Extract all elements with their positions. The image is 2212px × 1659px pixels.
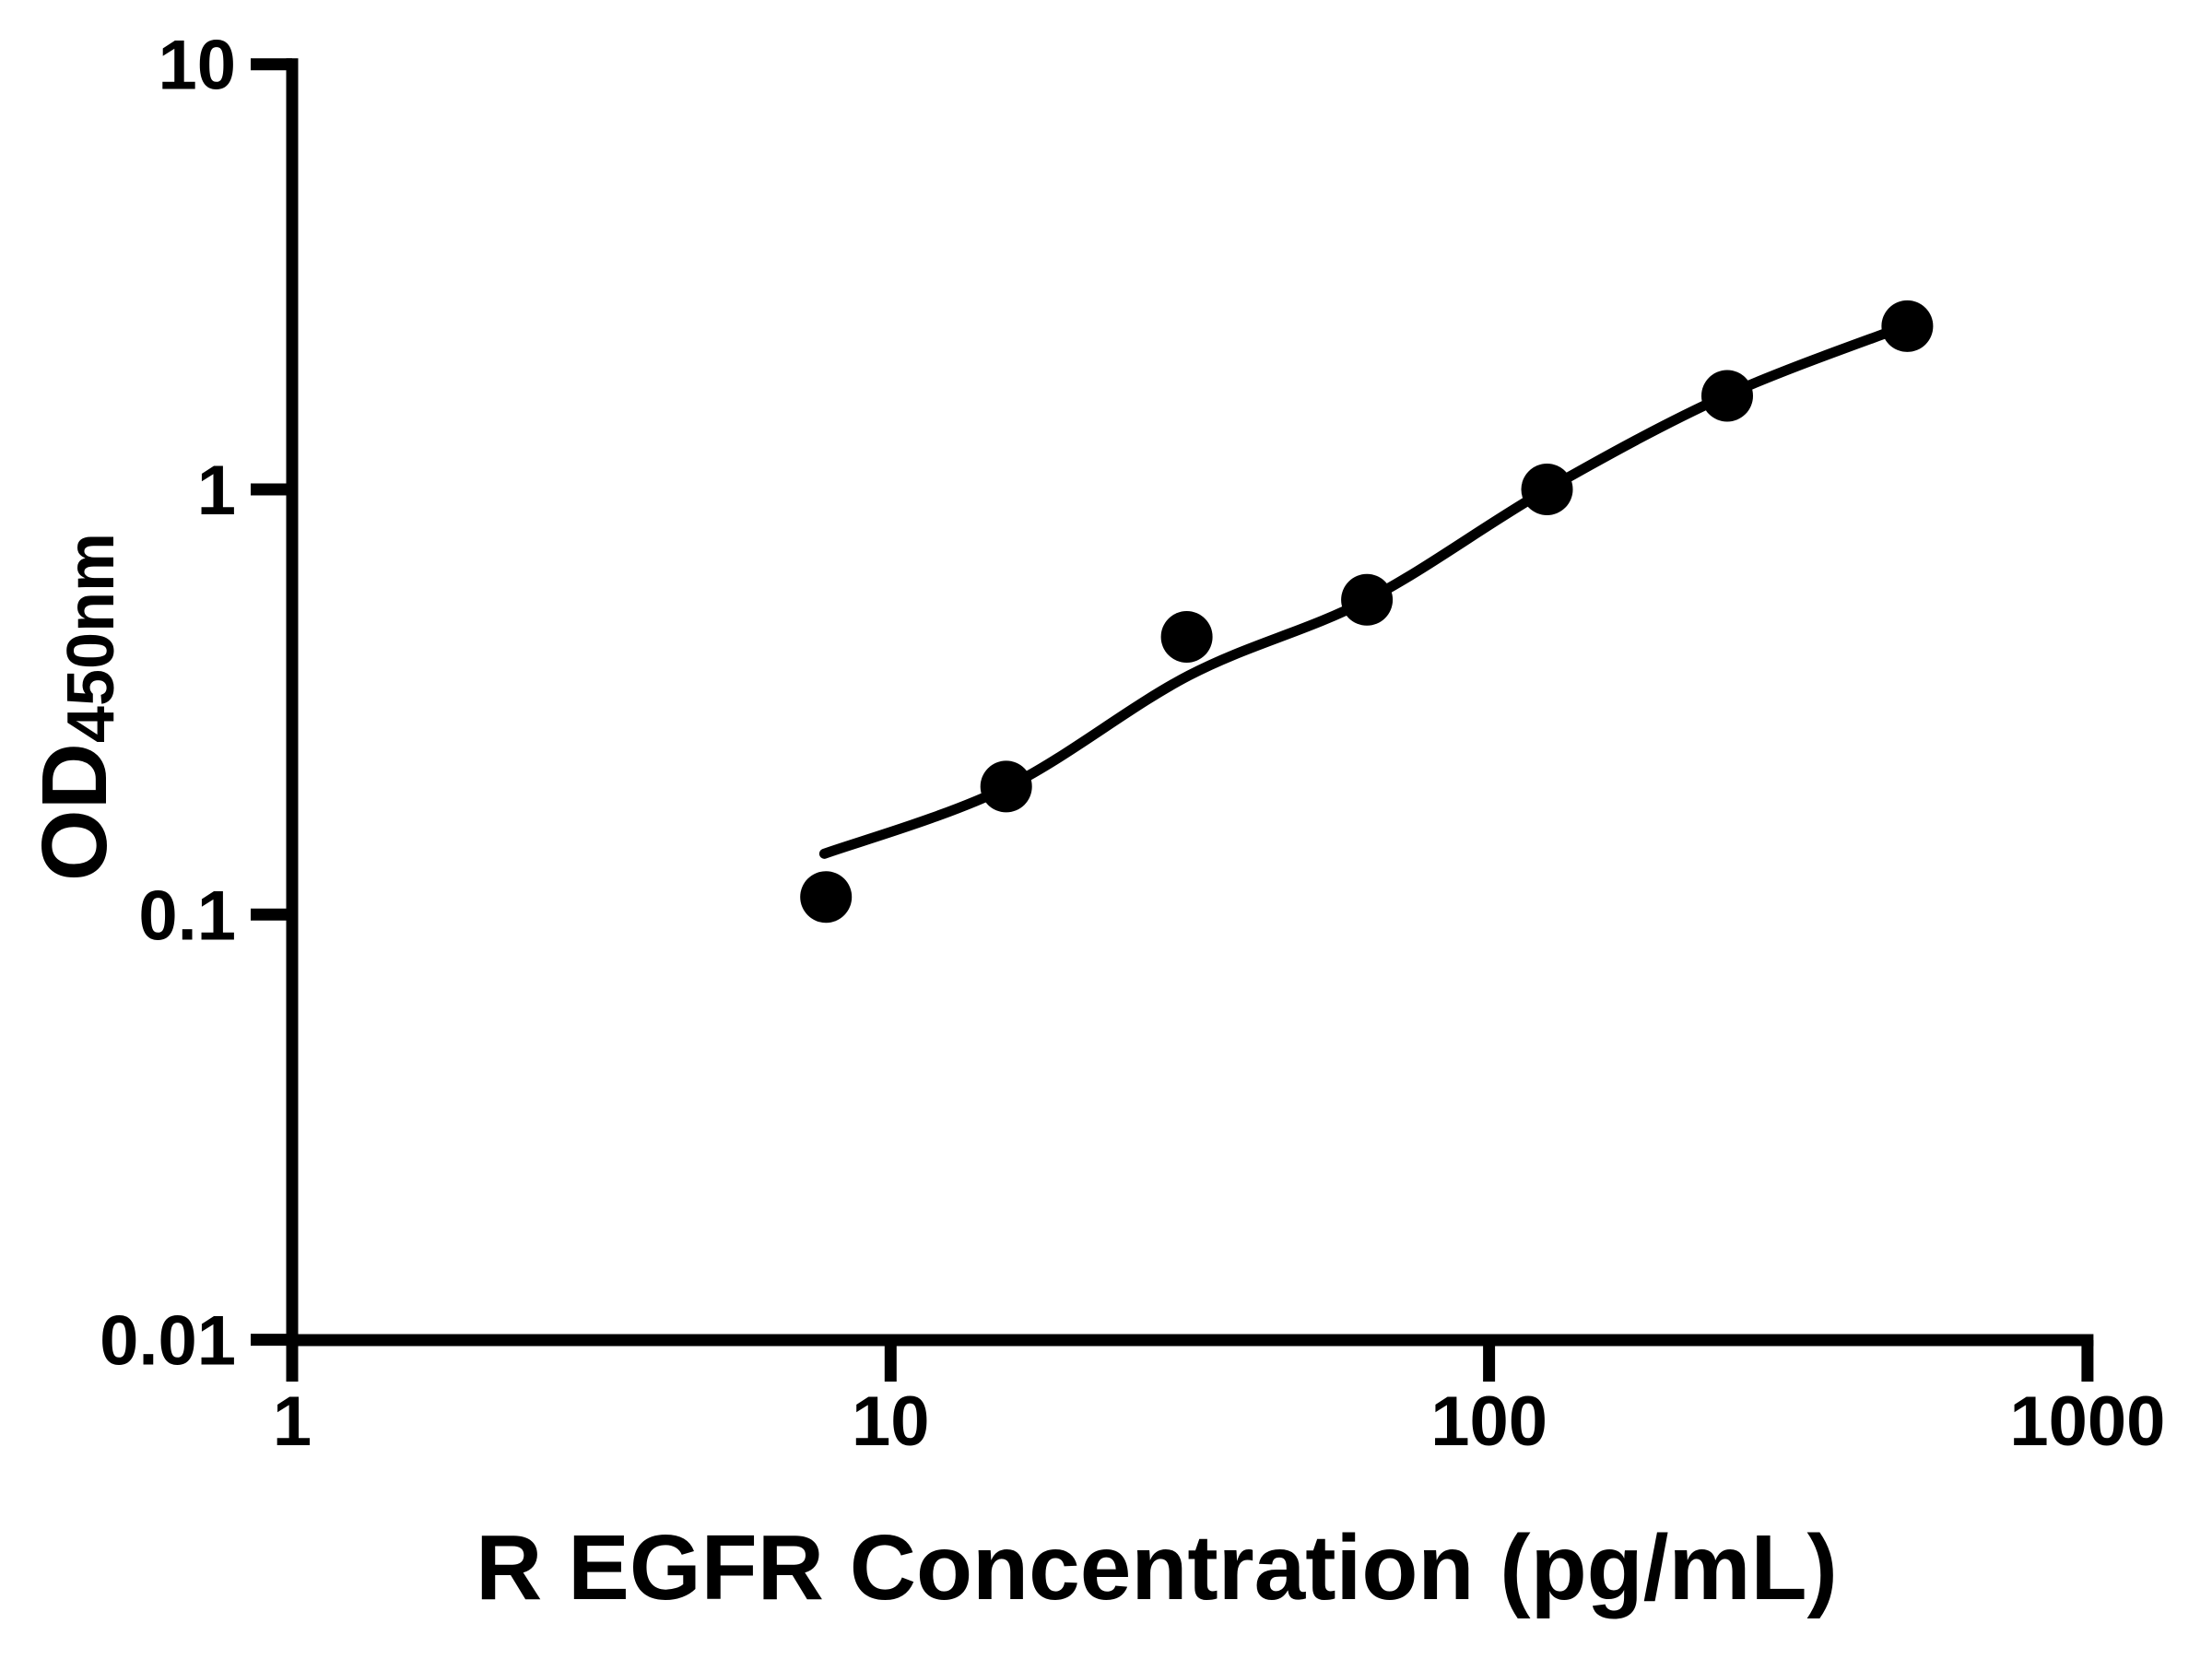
data-point bbox=[980, 760, 1032, 813]
y-tick-label: 0.1 bbox=[138, 877, 236, 955]
data-points bbox=[800, 300, 1934, 924]
data-point bbox=[800, 871, 853, 924]
y-axis-title: OD450nm bbox=[23, 533, 128, 881]
x-axis-title: R EGFR Concentration (pg/mL) bbox=[476, 1516, 1838, 1619]
y-tick-label: 1 bbox=[197, 452, 236, 530]
data-point bbox=[1521, 464, 1573, 515]
data-point bbox=[1701, 370, 1753, 422]
tick-labels: 10 1 0.1 0.01 1 10 100 1000 bbox=[100, 27, 2165, 1461]
data-point bbox=[1160, 611, 1213, 663]
x-tick-label: 1000 bbox=[2009, 1382, 2165, 1461]
x-tick-label: 100 bbox=[1430, 1382, 1547, 1461]
y-axis-title-base: OD bbox=[23, 743, 126, 881]
x-tick-label: 10 bbox=[852, 1382, 930, 1461]
y-tick-label: 10 bbox=[158, 27, 236, 105]
axes bbox=[251, 58, 2094, 1382]
y-tick-label: 0.01 bbox=[100, 1302, 236, 1381]
data-point bbox=[1881, 300, 1934, 352]
x-tick-label: 1 bbox=[273, 1382, 312, 1461]
y-axis-title-sub: 450nm bbox=[54, 533, 128, 743]
data-point bbox=[1341, 573, 1394, 626]
